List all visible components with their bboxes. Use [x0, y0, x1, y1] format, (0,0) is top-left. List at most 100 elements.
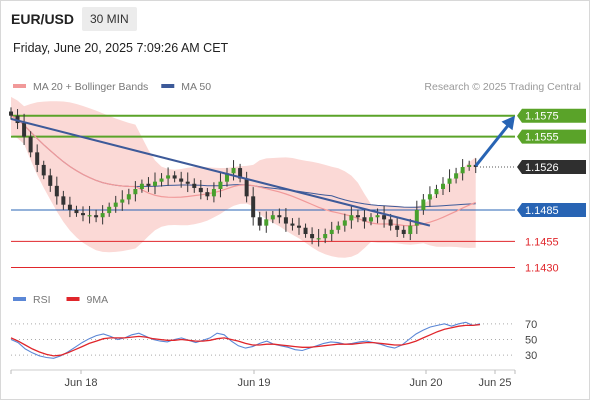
- legend: MA 20 + Bollinger Bands MA 50 Research © 2…: [13, 81, 581, 93]
- candle-body: [264, 219, 269, 226]
- datetime-label: Friday, June 20, 2025 7:09:26 AM CET: [13, 41, 229, 55]
- level-label-1.1485: 1.1485: [525, 205, 559, 217]
- candle-body: [41, 164, 46, 176]
- candle-body: [205, 192, 210, 197]
- candle-body: [218, 181, 223, 189]
- candle-body: [159, 178, 164, 182]
- candle-body: [54, 185, 59, 197]
- level-labels: 1.1575 1.1555 1.1526 1.1485 1.1455 1.1430: [517, 108, 586, 275]
- candle-body: [447, 178, 452, 184]
- legend-label-1: MA 50: [181, 81, 211, 93]
- rsi-series-9MA: [10, 323, 481, 357]
- rsi-series-RSI: [10, 321, 481, 359]
- annotations: [10, 115, 515, 227]
- candle-body: [185, 181, 190, 184]
- candle-body: [238, 168, 243, 179]
- candle-body: [67, 204, 72, 210]
- candle-body: [349, 215, 354, 221]
- candle-body: [153, 181, 157, 186]
- candle-body: [120, 199, 125, 203]
- candle-body: [172, 175, 177, 179]
- candle-body: [277, 215, 282, 218]
- legend-label-0: MA 20 + Bollinger Bands: [33, 81, 148, 93]
- candle-body: [87, 215, 92, 217]
- candle-body: [355, 215, 360, 218]
- candle-body: [61, 196, 66, 205]
- candle-body: [283, 217, 288, 224]
- rsi-panel: RSI 9MA 70 50 30: [10, 294, 537, 362]
- rsi-legend-swatch-0: [13, 297, 26, 301]
- candle-body: [179, 178, 184, 182]
- candle-body: [362, 217, 367, 222]
- interval-button[interactable]: 30 MIN: [82, 7, 137, 31]
- level-label-1.1455: 1.1455: [525, 236, 559, 248]
- candle-body: [401, 229, 406, 235]
- level-tag-1.1555: [517, 129, 586, 144]
- candle-body: [22, 123, 27, 137]
- candle-body: [467, 164, 472, 168]
- candle-body: [81, 213, 85, 216]
- rsi-tick-50: 50: [525, 335, 537, 347]
- rsi-legend-label-1: 9MA: [87, 294, 109, 306]
- candle-body: [297, 225, 301, 228]
- level-label-1.1526: 1.1526: [525, 162, 559, 174]
- watermark: Research © 2025 Trading Central: [424, 81, 581, 93]
- candle-body: [408, 225, 413, 235]
- candle-body: [211, 189, 216, 197]
- candle-body: [441, 183, 445, 189]
- candle-body: [107, 206, 112, 214]
- rsi-legend-label-0: RSI: [33, 294, 51, 306]
- candle-body: [310, 234, 315, 239]
- candle-body: [414, 209, 419, 226]
- level-tag-1.1485: [517, 202, 586, 217]
- candle-body: [198, 187, 203, 193]
- level-label-1.1430: 1.1430: [525, 263, 559, 275]
- candle-body: [460, 167, 465, 174]
- candle-body: [9, 111, 13, 116]
- candle-body: [100, 213, 105, 218]
- x-tick-label-3: Jun 25: [478, 377, 511, 389]
- candle-body: [139, 183, 144, 189]
- level-label-1.1575: 1.1575: [525, 111, 559, 123]
- rsi-legend-swatch-1: [66, 297, 80, 301]
- candle-body: [454, 173, 459, 179]
- candle-body: [113, 202, 118, 207]
- candle-body: [323, 234, 328, 239]
- candle-body: [434, 189, 439, 195]
- candle-body: [126, 194, 131, 200]
- rsi-tick-30: 30: [525, 350, 537, 362]
- candle-body: [35, 152, 40, 165]
- candle-body: [316, 238, 321, 240]
- level-tag-1.1526: [517, 160, 586, 175]
- bearish-trendline: [10, 117, 431, 227]
- candle-body: [303, 227, 308, 235]
- candle-body: [382, 215, 387, 220]
- candle-body: [251, 196, 256, 218]
- candles: [9, 107, 478, 247]
- candle-body: [257, 217, 262, 226]
- candle-body: [421, 199, 426, 210]
- ma20-line: [10, 115, 476, 227]
- rsi-tick-70: 70: [525, 319, 537, 331]
- candle-body: [146, 183, 151, 186]
- forecast-arrow-shaft: [474, 120, 513, 167]
- candle-body: [166, 175, 171, 179]
- x-tick-label-0: Jun 18: [64, 377, 97, 389]
- candle-body: [231, 168, 236, 174]
- candle-body: [369, 217, 373, 222]
- symbol-label[interactable]: EUR/USD: [11, 11, 75, 27]
- forecast-arrow-head: [501, 115, 515, 131]
- candle-body: [244, 178, 249, 197]
- candle-body: [388, 219, 393, 226]
- candle-body: [395, 225, 400, 230]
- candle-body: [342, 220, 347, 226]
- candle-body: [94, 215, 99, 218]
- candle-body: [329, 229, 334, 235]
- x-axis: Jun 18 Jun 19 Jun 20 Jun 25: [10, 369, 516, 389]
- candle-body: [15, 115, 20, 124]
- price-levels: [11, 114, 515, 269]
- x-tick-label-2: Jun 20: [409, 377, 442, 389]
- candle-body: [336, 225, 341, 230]
- x-tick-label-1: Jun 19: [237, 377, 270, 389]
